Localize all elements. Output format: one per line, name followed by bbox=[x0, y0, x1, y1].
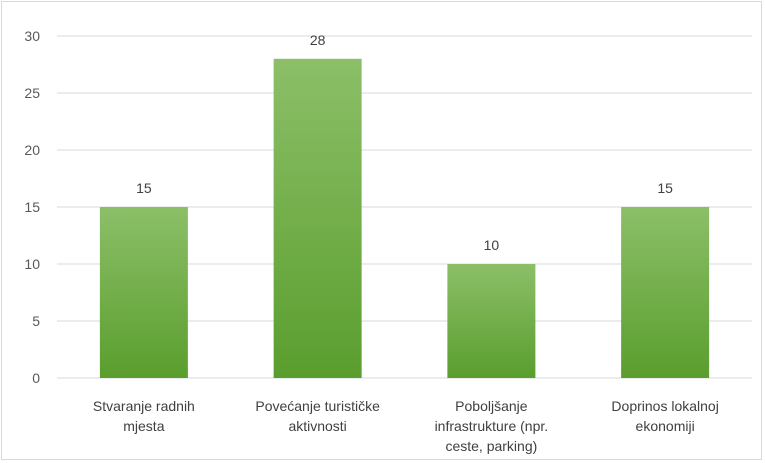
y-tick-label: 20 bbox=[24, 142, 40, 158]
category-label-line: Doprinos lokalnoj bbox=[611, 398, 718, 414]
y-tick-label: 10 bbox=[24, 256, 40, 272]
bar bbox=[99, 207, 188, 378]
category-label-line: Povećanje turističke bbox=[255, 398, 380, 414]
y-tick-label: 15 bbox=[24, 199, 40, 215]
category-label-line: Poboljšanje bbox=[455, 398, 528, 414]
bars bbox=[99, 58, 710, 379]
data-label: 15 bbox=[657, 180, 673, 196]
data-label: 10 bbox=[484, 237, 500, 253]
y-tick-label: 30 bbox=[24, 28, 40, 44]
category-label-line: Stvaranje radnih bbox=[93, 398, 195, 414]
data-labels: 15 28 10 15 bbox=[136, 32, 673, 253]
category-label-line: infrastrukture (npr. bbox=[435, 418, 549, 434]
category-label: Doprinos lokalnoj ekonomiji bbox=[611, 398, 718, 434]
category-label-line: ekonomiji bbox=[636, 418, 695, 434]
data-label: 15 bbox=[136, 180, 152, 196]
data-label: 28 bbox=[310, 32, 326, 48]
category-label: Povećanje turističke aktivnosti bbox=[255, 398, 380, 434]
category-label-line: mjesta bbox=[123, 418, 164, 434]
category-label-line: ceste, parking) bbox=[445, 438, 537, 454]
bar bbox=[621, 207, 710, 378]
y-tick-label: 25 bbox=[24, 85, 40, 101]
category-label-line: aktivnosti bbox=[288, 418, 346, 434]
bar bbox=[447, 264, 536, 378]
y-tick-label: 5 bbox=[32, 313, 40, 329]
bar bbox=[273, 58, 362, 379]
y-tick-label: 0 bbox=[32, 370, 40, 386]
category-labels: Stvaranje radnih mjesta Povećanje turistič… bbox=[93, 398, 719, 454]
y-axis-ticks: 0 5 10 15 20 25 30 bbox=[24, 28, 40, 386]
category-label: Stvaranje radnih mjesta bbox=[93, 398, 195, 434]
category-label: Poboljšanje infrastrukture (npr. ceste, pa… bbox=[435, 398, 549, 454]
